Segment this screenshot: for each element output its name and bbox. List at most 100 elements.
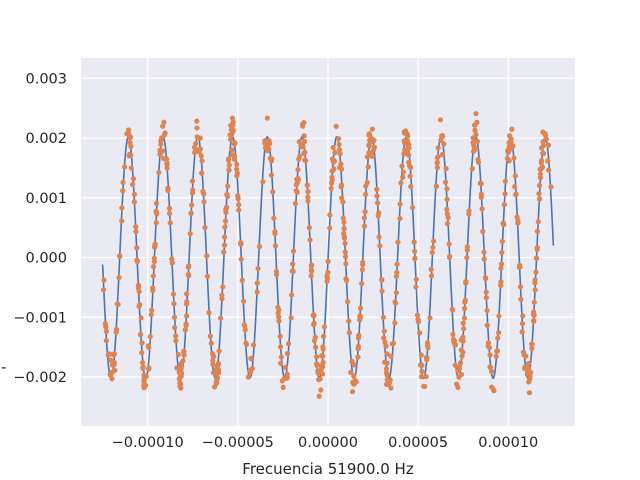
data-point (433, 183, 440, 189)
data-point (320, 344, 326, 350)
data-point (248, 356, 254, 362)
data-point (338, 166, 345, 172)
data-point (314, 354, 320, 360)
data-point (401, 138, 407, 144)
data-point (126, 151, 133, 158)
data-point (330, 144, 336, 151)
data-point (485, 340, 492, 346)
data-point (304, 182, 310, 188)
data-point (140, 365, 146, 371)
data-point (506, 158, 512, 164)
data-point (487, 352, 493, 358)
data-point (341, 226, 347, 232)
data-point (429, 249, 435, 256)
data-point (308, 262, 315, 268)
data-point (360, 262, 366, 268)
data-point (489, 384, 495, 390)
data-point (285, 341, 292, 347)
data-point (417, 330, 423, 336)
data-point (512, 173, 518, 179)
data-point (169, 260, 175, 266)
data-point (422, 383, 428, 390)
data-point (479, 206, 485, 212)
data-point (363, 191, 369, 197)
data-point (523, 353, 529, 359)
data-point (437, 117, 444, 123)
data-point (237, 240, 244, 247)
data-point (292, 200, 298, 207)
data-point (439, 133, 445, 139)
x-axis-label: Frecuencia 51900.0 Hz (242, 460, 414, 478)
data-point (158, 135, 165, 141)
data-point (328, 185, 334, 191)
data-point (381, 335, 387, 341)
data-point (336, 147, 343, 153)
data-point (481, 249, 487, 255)
data-point (128, 165, 134, 171)
data-point (301, 138, 308, 145)
data-point (311, 320, 317, 326)
data-point (119, 218, 125, 224)
data-point (495, 335, 501, 341)
data-point (147, 334, 153, 340)
data-point (341, 219, 347, 225)
data-point (395, 239, 401, 245)
data-point (534, 247, 540, 253)
data-point (187, 231, 193, 237)
data-point (313, 344, 319, 350)
x-tick-label: 0.00005 (388, 435, 448, 451)
data-point (169, 256, 175, 262)
data-point (174, 365, 180, 371)
data-point (217, 315, 224, 321)
data-point (145, 343, 151, 349)
data-point (518, 296, 524, 302)
data-point (473, 131, 479, 138)
data-point (475, 159, 482, 165)
data-point (392, 320, 398, 326)
data-point (186, 273, 192, 279)
data-point (381, 328, 387, 334)
data-point (243, 340, 249, 346)
data-point (207, 333, 213, 339)
y-axis-label: - (1, 358, 6, 376)
data-point (520, 313, 526, 319)
data-point (444, 186, 450, 192)
x-tick-label: −0.00005 (202, 435, 274, 451)
x-axis-ticks: −0.00010 −0.00005 0.00000 0.00005 0.00010 (112, 435, 539, 451)
data-point (271, 215, 277, 221)
data-point (231, 156, 237, 162)
data-point (533, 269, 539, 275)
data-point (311, 313, 317, 319)
data-point (109, 376, 115, 382)
data-point (164, 165, 170, 171)
data-point (356, 332, 362, 338)
data-point (459, 353, 465, 359)
data-point (393, 273, 400, 280)
data-point (235, 193, 241, 199)
data-point (343, 261, 349, 267)
data-point (384, 377, 390, 383)
data-point (234, 170, 240, 176)
data-point (425, 342, 431, 349)
data-point (146, 365, 152, 371)
data-point (282, 364, 289, 370)
data-point (393, 290, 399, 296)
data-point (140, 359, 146, 366)
data-point (176, 376, 182, 382)
data-point (357, 313, 363, 319)
data-point (349, 389, 356, 395)
data-point (130, 181, 136, 188)
y-tick-label: 0.000 (25, 251, 67, 267)
data-point (355, 346, 361, 352)
data-point (511, 155, 517, 161)
data-point (289, 268, 295, 274)
data-point (461, 315, 468, 321)
data-point (402, 147, 408, 153)
data-point (342, 240, 348, 247)
data-point (222, 224, 228, 230)
data-point (506, 140, 512, 146)
data-point (177, 380, 183, 386)
data-point (506, 147, 512, 153)
data-point (438, 137, 444, 143)
data-point (384, 351, 390, 357)
